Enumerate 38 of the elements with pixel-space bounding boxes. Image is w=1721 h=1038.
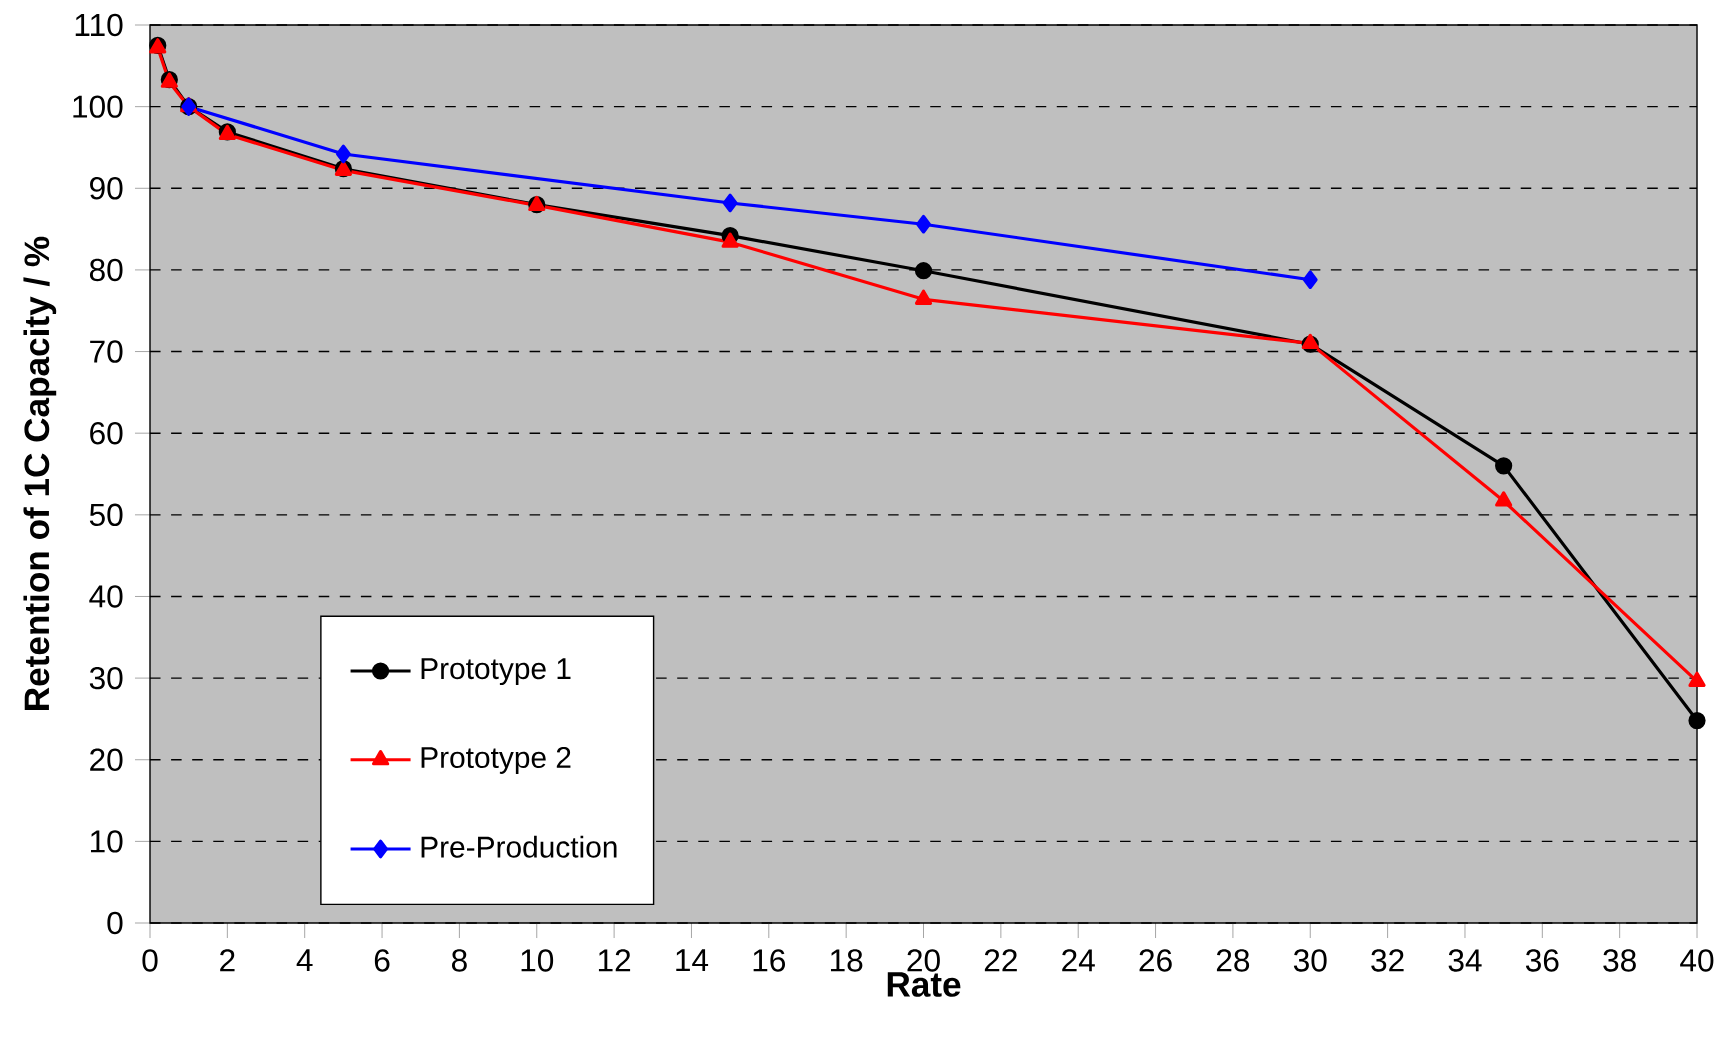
y-tick-label: 10: [91, 830, 123, 853]
y-tick-label: 60: [90, 421, 123, 445]
legend-label: Pre-Production: [421, 835, 617, 858]
x-tick-label: 28: [1216, 949, 1250, 972]
x-tick-label: 30: [1293, 949, 1327, 972]
y-tick-label: 70: [90, 340, 123, 363]
x-tick-label: 4: [296, 949, 313, 972]
x-tick-label: 10: [521, 949, 554, 972]
x-tick-label: 18: [830, 949, 863, 972]
y-tick-label: 50: [89, 503, 123, 527]
y-tick-label: 80: [89, 258, 123, 282]
legend-label: Prototype 1: [421, 658, 571, 686]
legend-label: Prototype 2: [421, 746, 571, 774]
y-tick-label: 20: [90, 748, 123, 771]
x-axis-title: Rate: [887, 972, 961, 997]
x-tick-label: 32: [1371, 949, 1404, 972]
x-tick-label: 8: [451, 949, 467, 972]
x-tick-label: 22: [984, 949, 1017, 972]
x-tick-label: 16: [753, 949, 786, 972]
y-tick-label: 90: [90, 177, 123, 200]
y-tick-label: 30: [89, 666, 123, 690]
x-tick-label: 2: [220, 949, 235, 972]
x-tick-label: 14: [676, 949, 709, 972]
y-axis-title: Retention of 1C Capacity / %: [23, 236, 57, 710]
x-tick-label: 38: [1603, 949, 1636, 972]
x-tick-label: 12: [598, 949, 631, 972]
x-tick-label: 34: [1448, 949, 1482, 972]
y-tick-label: 0: [107, 911, 123, 935]
x-tick-label: 20: [907, 949, 940, 972]
x-tick-label: 26: [1139, 949, 1172, 972]
x-tick-label: 0: [142, 949, 158, 972]
x-tick-label: 6: [374, 949, 390, 972]
y-tick-label: 40: [89, 585, 123, 608]
x-tick-label: 24: [1062, 949, 1095, 972]
x-tick-label: 40: [1680, 949, 1714, 972]
y-tick-label: 100: [73, 95, 123, 118]
y-tick-label: 110: [75, 13, 123, 37]
x-tick-label: 36: [1525, 949, 1559, 972]
